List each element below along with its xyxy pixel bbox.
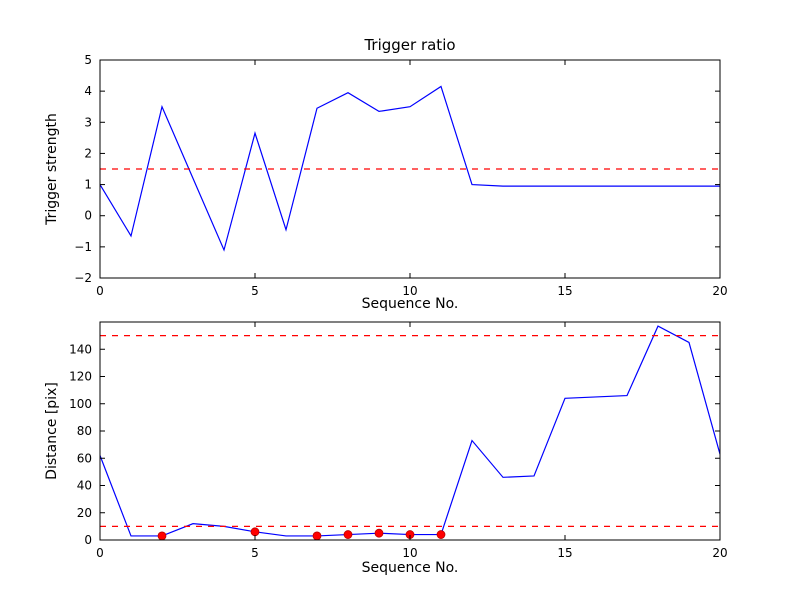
- x-tick-label: 20: [712, 546, 727, 560]
- axes-frame: [99, 321, 721, 541]
- data-line: [99, 325, 721, 537]
- y-tick-label: 120: [69, 370, 92, 384]
- x-tick-label: 5: [251, 284, 259, 298]
- x-tick-label: 0: [96, 284, 104, 298]
- axes-frame: [99, 59, 721, 279]
- subplot-1: 0 5 10 15 20 −2 −1 0 1 2 3 4 5: [74, 53, 727, 298]
- data-marker: [157, 531, 167, 541]
- x-tick-label: 5: [251, 546, 259, 560]
- y-tick-label: 100: [69, 397, 92, 411]
- data-marker: [312, 531, 322, 541]
- data-marker: [374, 528, 384, 538]
- data-marker: [436, 530, 446, 539]
- subplot-2: 0 5 10 15 20 0 20 40 60 80 100 120 140: [69, 321, 728, 560]
- ylabel-trigger-strength: Trigger strength: [44, 113, 60, 225]
- y-tick-label: 0: [84, 533, 92, 547]
- ylabel-distance-pix: Distance [pix]: [44, 382, 60, 480]
- y-tick-label: 3: [84, 115, 92, 129]
- x-tick-label: 15: [557, 284, 572, 298]
- y-tick-label: 1: [84, 178, 92, 192]
- y-tick-label: 20: [77, 506, 92, 520]
- data-line: [99, 85, 720, 252]
- y-tick-label: 40: [77, 479, 92, 493]
- x-tick-label: 15: [557, 546, 572, 560]
- data-marker: [250, 527, 260, 537]
- y-tick-label: 4: [84, 84, 92, 98]
- y-tick-label: −1: [74, 240, 92, 254]
- y-tick-label: 5: [84, 53, 92, 67]
- y-tick-label: −2: [74, 271, 92, 285]
- xlabel-sequence-no-bottom: Sequence No.: [361, 560, 459, 576]
- x-tick-label: 10: [402, 546, 417, 560]
- y-tick-label: 0: [84, 209, 92, 223]
- x-tick-label: 20: [712, 284, 727, 298]
- xlabel-sequence-no-top: Sequence No.: [361, 296, 459, 312]
- y-tick-label: 80: [77, 424, 92, 438]
- data-marker: [343, 530, 353, 539]
- y-tick-label: 2: [84, 146, 92, 160]
- y-tick-label: 60: [77, 451, 92, 465]
- x-tick-label: 0: [96, 546, 104, 560]
- y-tick-label: 140: [69, 342, 92, 356]
- chart-title: Trigger ratio: [364, 36, 456, 54]
- x-tick-label: 10: [402, 284, 417, 298]
